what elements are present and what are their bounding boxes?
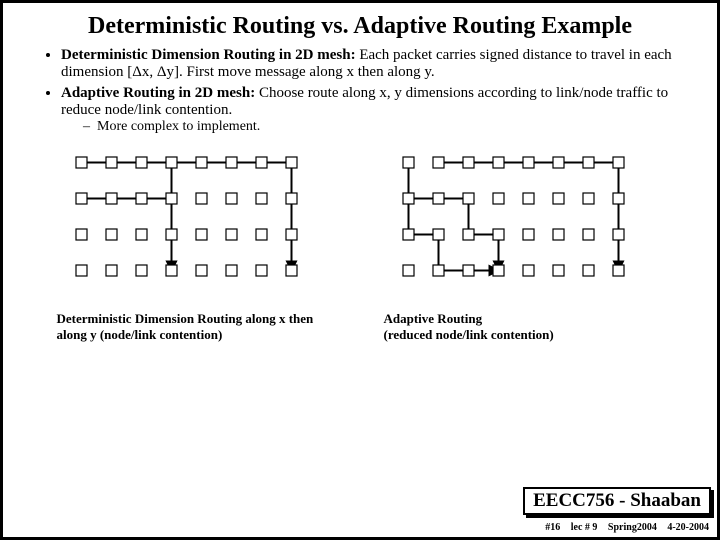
slide: Deterministic Routing vs. Adaptive Routi… (0, 0, 720, 540)
bullet-1: Deterministic Dimension Routing in 2D me… (61, 47, 677, 81)
footer-date: 4-20-2004 (667, 522, 709, 533)
footer-lecture: lec # 9 (571, 522, 598, 533)
bullet-list: Deterministic Dimension Routing in 2D me… (3, 47, 717, 135)
sub-bullet: More complex to implement. (97, 119, 260, 134)
bullet-2-bold: Adaptive Routing in 2D mesh: (61, 85, 255, 101)
bullet-1-bold: Deterministic Dimension Routing in 2D me… (61, 47, 356, 63)
bullet-2: Adaptive Routing in 2D mesh: Choose rout… (61, 85, 677, 135)
caption-left: Deterministic Dimension Routing along x … (57, 311, 337, 343)
mesh-diagram-left (62, 145, 332, 295)
diagram-row (3, 139, 717, 295)
footer-term: Spring2004 (608, 522, 657, 533)
mesh-diagram-right (389, 145, 659, 295)
page-title: Deterministic Routing vs. Adaptive Routi… (3, 3, 717, 45)
caption-right: Adaptive Routing (reduced node/link cont… (384, 311, 664, 343)
sub-bullet-row: – More complex to implement. (83, 119, 677, 135)
footer-slide-num: #16 (545, 522, 560, 533)
footer-meta: #16 lec # 9 Spring2004 4-20-2004 (537, 522, 709, 533)
caption-row: Deterministic Dimension Routing along x … (3, 295, 717, 343)
footer-course-box: EECC756 - Shaaban (523, 487, 711, 515)
